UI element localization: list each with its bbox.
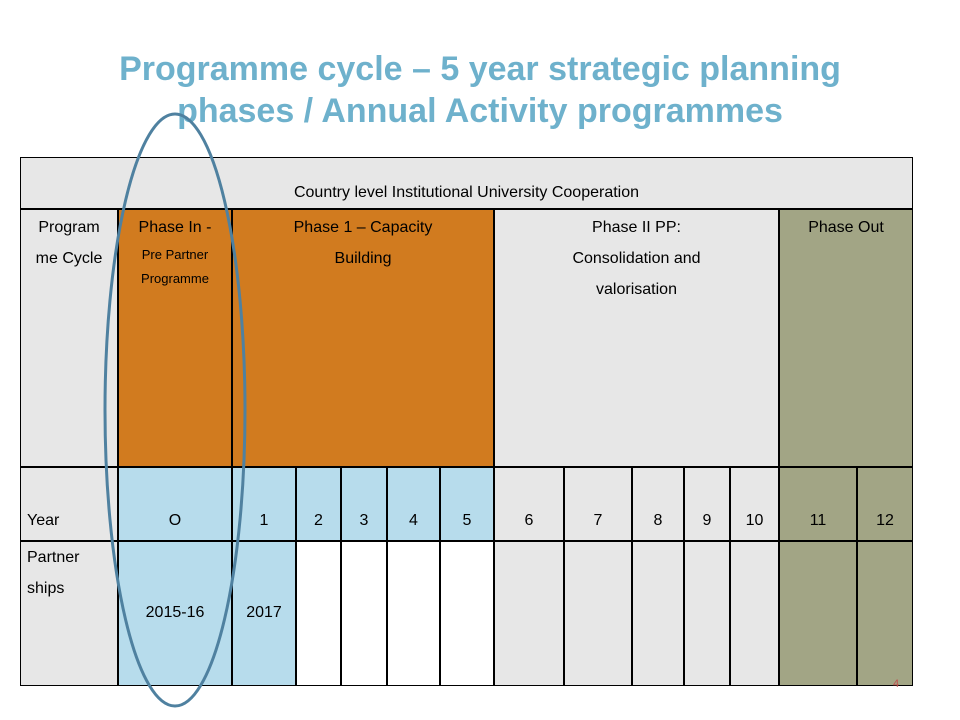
partnership-cell-7 [564,541,632,686]
phase-out-cell: Phase Out [779,209,913,467]
slide-title-line2: phases / Annual Activity programmes [177,92,783,130]
year-cell-5: 5 [440,467,494,541]
partnership-cell-8 [632,541,684,686]
partnership-cell-5 [440,541,494,686]
year-value: 6 [524,512,534,529]
row-label-partnerships-line1: Partner [27,549,80,566]
phase2-cell: Phase II PP: Consolidation and valorisat… [494,209,779,467]
phase-in-line3: Programme [141,271,209,286]
year-value: 1 [259,512,269,529]
partnership-cell-2 [296,541,341,686]
row-label-year-text: Year [27,512,60,529]
year-value: 11 [809,512,827,529]
year-cell-9: 9 [684,467,730,541]
row-label-cycle: Program me Cycle [20,209,118,467]
table-header-text: Country level Institutional University C… [293,184,640,201]
row-label-partnerships: Partner ships [20,541,118,686]
partnership-value: 2017 [246,604,282,621]
year-cell-7: 7 [564,467,632,541]
partnership-cell-3 [341,541,387,686]
year-value: O [168,512,182,529]
year-value: 5 [462,512,472,529]
year-cell-3: 3 [341,467,387,541]
year-value: 10 [745,512,764,529]
year-value: 3 [359,512,369,529]
row-label-partnerships-line2: ships [27,580,65,597]
phase1-line2: Building [334,250,392,267]
year-cell-6: 6 [494,467,564,541]
partnership-cell-6 [494,541,564,686]
phase2-line3: valorisation [596,281,677,298]
phase-in-line1: Phase In - [138,219,212,236]
partnership-cell-11 [779,541,857,686]
year-value: 4 [409,512,418,529]
year-value: 8 [653,512,663,529]
phase1-line1: Phase 1 – Capacity [293,219,433,236]
year-cell-0: O [118,467,232,541]
year-value: 9 [702,512,712,529]
phase-out-text: Phase Out [808,219,884,236]
year-cell-4: 4 [387,467,440,541]
phase1-cell: Phase 1 – Capacity Building [232,209,494,467]
year-cell-1: 1 [232,467,296,541]
year-value: 7 [593,512,603,529]
table-header: Country level Institutional University C… [20,157,913,209]
row-label-year: Year [20,467,118,541]
partnership-cell-10 [730,541,779,686]
year-cell-11: 11 [779,467,857,541]
year-value: 12 [876,512,894,529]
phase2-line2: Consolidation and [572,250,701,267]
phase2-line1: Phase II PP: [592,219,681,236]
partnership-cell-9 [684,541,730,686]
year-value: 2 [314,512,323,529]
slide-title: Programme cycle – 5 year strategic plann… [0,48,960,132]
year-cell-10: 10 [730,467,779,541]
phase-in-cell: Phase In - Pre Partner Programme [118,209,232,467]
partnership-value: 2015-16 [145,604,205,621]
slide-title-line1: Programme cycle – 5 year strategic plann… [119,50,841,88]
partnership-cell-1: 2017 [232,541,296,686]
partnership-cell-4 [387,541,440,686]
page-number: 4 [893,678,900,690]
partnership-cell-0: 2015-16 [118,541,232,686]
row-label-cycle-line1: Program [38,219,100,236]
year-cell-8: 8 [632,467,684,541]
row-label-cycle-line2: me Cycle [35,250,103,267]
year-cell-12: 12 [857,467,913,541]
phase-in-line2: Pre Partner [141,247,209,262]
year-cell-2: 2 [296,467,341,541]
partnership-cell-12 [857,541,913,686]
